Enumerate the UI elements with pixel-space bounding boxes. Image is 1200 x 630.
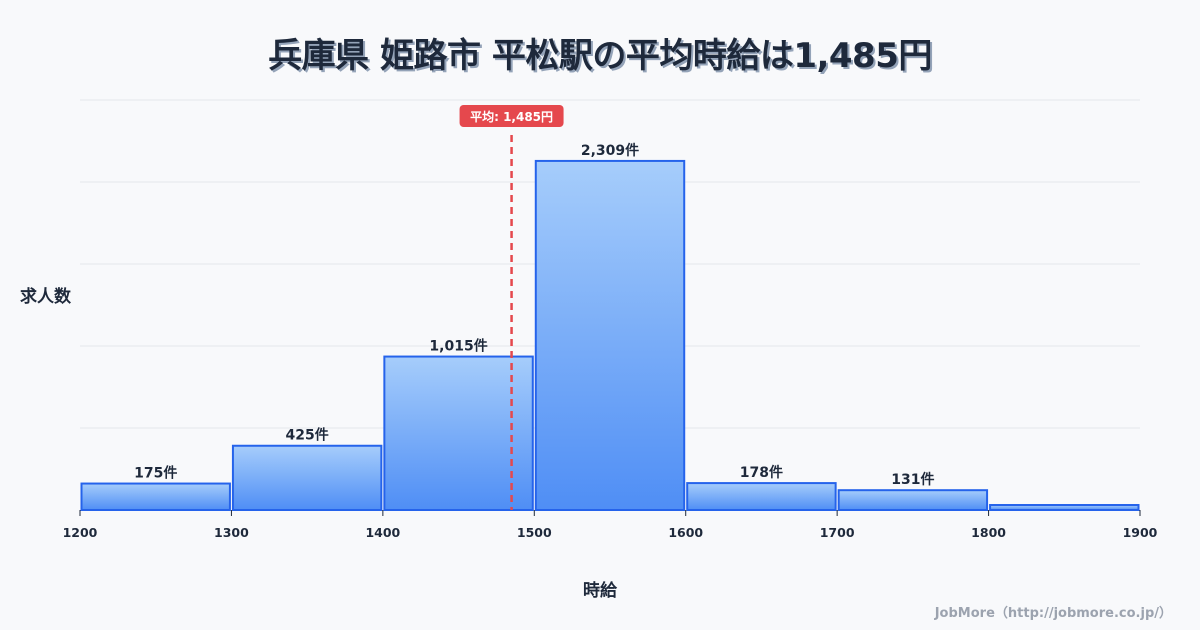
bar-value-label: 131件 <box>891 471 934 488</box>
histogram-bar <box>837 489 989 512</box>
x-tick-label: 1500 <box>517 525 552 540</box>
x-tick-label: 1700 <box>820 525 855 540</box>
average-marker: 平均: 1,485円 <box>459 105 564 510</box>
chart-title: 兵庫県 姫路市 平松駅の平均時給は1,485円 <box>268 36 932 76</box>
x-axis-label: 時給 <box>583 581 617 601</box>
y-axis-label: 求人数 <box>20 287 71 307</box>
histogram-bar <box>80 482 231 512</box>
bar-value-label: 178件 <box>740 464 783 481</box>
x-tick-label: 1300 <box>214 525 249 540</box>
x-tick-label: 1800 <box>971 525 1006 540</box>
bars: 175件 425件 1,015件 2,309件 178件 131件 <box>80 142 1140 512</box>
histogram-bar <box>686 482 837 511</box>
bar-value-label: 175件 <box>134 465 177 482</box>
histogram-bar <box>383 355 534 512</box>
x-tick-label: 1600 <box>668 525 703 540</box>
histogram-bar <box>231 444 383 512</box>
x-tick-label: 1900 <box>1123 525 1158 540</box>
average-badge <box>459 105 564 127</box>
histogram-bar <box>534 159 686 512</box>
bar-value-label: 1,015件 <box>429 338 487 355</box>
x-axis-ticks: 1200 1300 1400 1500 1600 1700 1800 1900 <box>63 510 1158 540</box>
x-tick-label: 1200 <box>63 525 98 540</box>
bar-value-label: 2,309件 <box>581 142 639 159</box>
histogram-bar <box>989 504 1140 511</box>
average-label: 平均: 1,485円 <box>470 109 553 124</box>
bar-value-label: 425件 <box>286 427 329 444</box>
source-credit: JobMore（http://jobmore.co.jp/） <box>934 606 1172 621</box>
x-tick-label: 1400 <box>365 525 400 540</box>
